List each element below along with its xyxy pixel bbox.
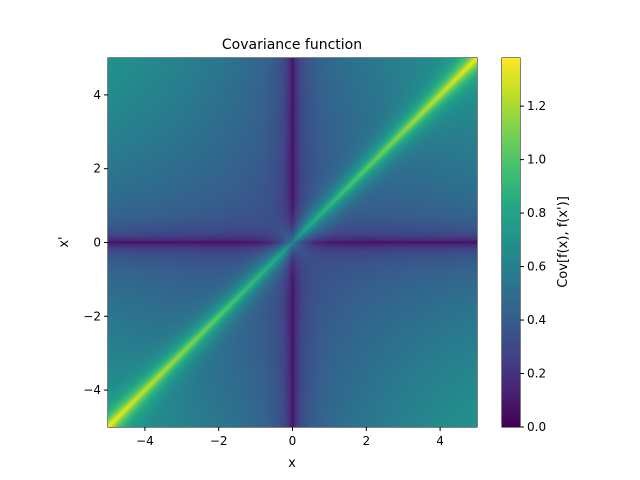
x-axis: −4 −2 0 2 4 [136, 427, 444, 448]
y-axis: −4 −2 0 2 4 [83, 88, 108, 397]
colorbar-tick-label: 0.8 [527, 206, 546, 220]
colorbar-tick-label: 1.0 [527, 153, 546, 167]
colorbar-tick-label: 0.2 [527, 367, 546, 381]
colorbar-axis: 0.0 0.2 0.4 0.6 0.8 1.0 1.2 [520, 99, 546, 434]
colorbar-tick-label: 1.2 [527, 99, 546, 113]
x-tick-label: 4 [436, 434, 444, 448]
colorbar-tick-label: 0.4 [527, 313, 546, 327]
colorbar-gradient [502, 58, 520, 427]
colorbar-tick-label: 0.6 [527, 260, 546, 274]
colorbar-tick-label: 0.0 [527, 420, 546, 434]
heatmap-image [108, 58, 477, 427]
x-tick-label: 0 [289, 434, 297, 448]
y-tick-label: 2 [93, 162, 101, 176]
x-tick-label: −4 [136, 434, 154, 448]
x-tick-label: −2 [210, 434, 228, 448]
x-axis-label: x [288, 456, 296, 471]
y-tick-label: 0 [93, 236, 101, 250]
chart-title: Covariance function [222, 37, 362, 53]
y-tick-label: −2 [83, 309, 101, 323]
x-tick-label: 2 [362, 434, 370, 448]
y-tick-label: −4 [83, 383, 101, 397]
y-tick-label: 4 [93, 88, 101, 102]
colorbar-label: Cov[f(x), f(x')] [556, 196, 571, 288]
y-axis-label: x' [57, 236, 72, 247]
